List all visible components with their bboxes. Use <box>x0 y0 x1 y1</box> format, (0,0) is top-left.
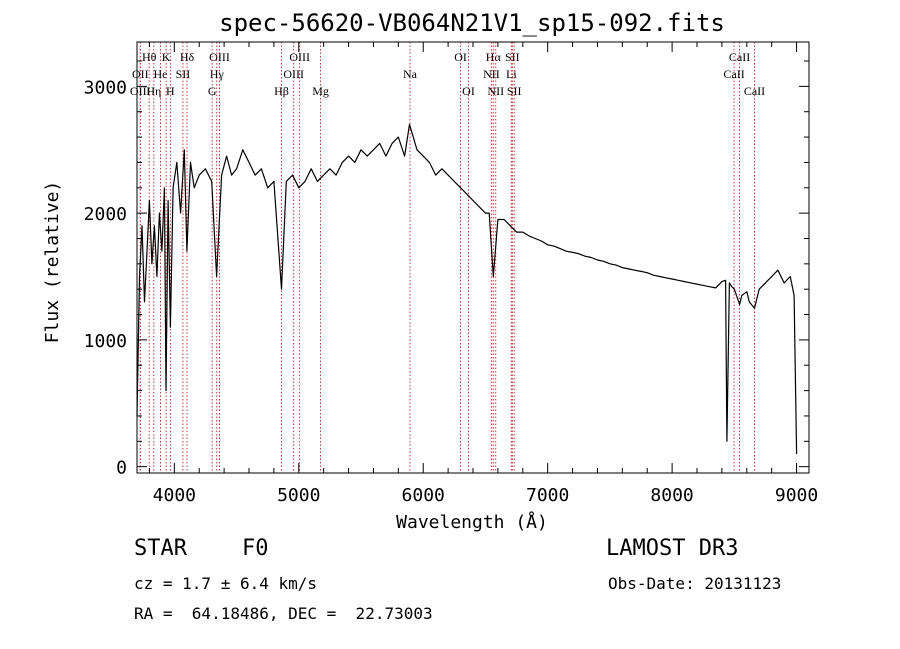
x-tick-label: 4000 <box>153 485 196 506</box>
x-axis-label: Wavelength (Å) <box>396 511 548 533</box>
line-marker-label-7: SII <box>176 67 191 81</box>
line-marker-label-14: OIII <box>283 67 304 81</box>
line-marker-label-0: Hθ <box>142 50 157 64</box>
survey-name: LAMOST DR3 <box>606 536 739 561</box>
line-marker-label-13: OIII <box>289 50 310 64</box>
line-marker-label-16: Na <box>403 67 418 81</box>
line-marker-label-22: SII <box>505 50 520 64</box>
x-tick-label: 6000 <box>402 485 445 506</box>
observation-date: Obs-Date: 20131123 <box>608 574 782 593</box>
line-marker-label-10: Hγ <box>210 67 225 81</box>
line-marker-label-26: CaII <box>723 67 744 81</box>
object-subclass: F0 <box>242 536 269 561</box>
line-marker-label-15: Mg <box>312 84 329 98</box>
line-marker-label-9: OIII <box>209 50 230 64</box>
line-marker-label-24: SII <box>507 84 522 98</box>
y-tick-label: 1000 <box>84 331 127 352</box>
line-marker-label-12: Hβ <box>274 84 289 98</box>
line-marker-label-19: Hα <box>486 50 502 64</box>
x-tick-label: 5000 <box>277 485 320 506</box>
line-marker-label-27: CaII <box>744 84 765 98</box>
sky-coordinates: RA = 64.18486, DEC = 22.73003 <box>134 604 433 623</box>
line-marker-label-5: K <box>162 50 171 64</box>
line-marker-label-17: OI <box>454 50 467 64</box>
line-marker-label-18: OI <box>462 84 475 98</box>
spectrum-line <box>136 123 798 455</box>
redshift-velocity: cz = 1.7 ± 6.4 km/s <box>134 574 318 593</box>
y-tick-label: 2000 <box>84 204 127 225</box>
object-class: STAR <box>134 536 187 561</box>
line-marker-label-23: Li <box>506 67 517 81</box>
line-marker-label-2: OIII <box>130 84 151 98</box>
y-axis-label: Flux (relative) <box>42 181 63 344</box>
y-tick-label: 3000 <box>84 77 127 98</box>
line-marker-label-4: He <box>154 67 168 81</box>
line-marker-label-3: Hη <box>146 84 161 98</box>
line-marker-label-8: Hδ <box>180 50 195 64</box>
line-marker-label-20: NII <box>483 67 500 81</box>
x-tick-label: 8000 <box>650 485 693 506</box>
line-marker-label-25: CaII <box>729 50 750 64</box>
x-tick-label: 7000 <box>526 485 569 506</box>
line-marker-label-11: G <box>208 84 217 98</box>
plot-frame <box>136 41 810 474</box>
line-marker-label-6: H <box>166 84 175 98</box>
y-tick-label: 0 <box>116 458 127 479</box>
x-tick-label: 9000 <box>775 485 818 506</box>
chart-title: spec-56620-VB064N21V1_sp15-092.fits <box>219 9 725 37</box>
line-marker-label-21: NII <box>487 84 504 98</box>
